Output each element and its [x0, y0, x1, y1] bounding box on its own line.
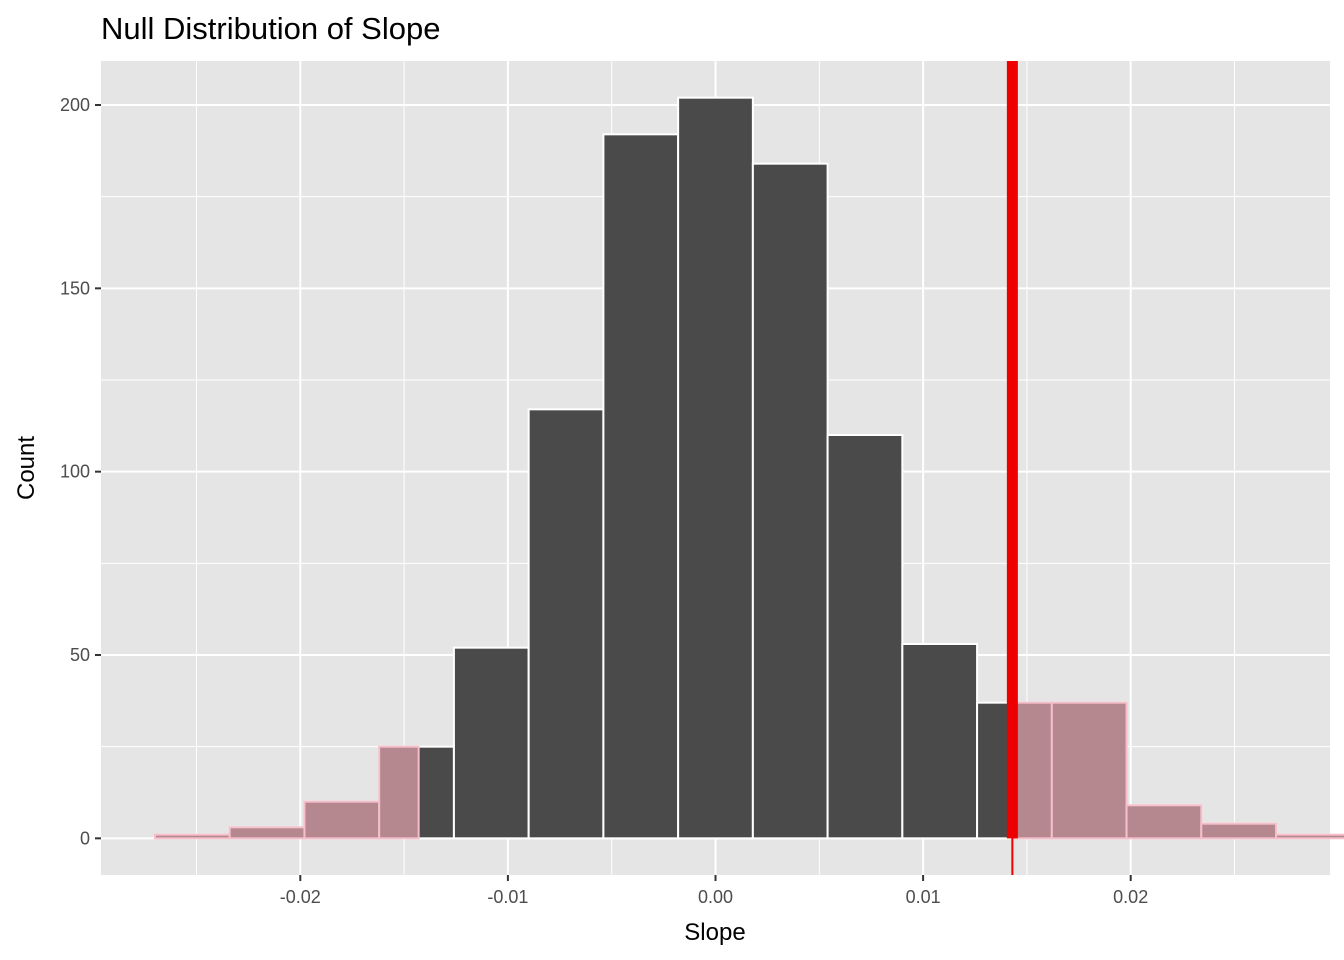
y-tick-label: 150 — [60, 278, 90, 298]
y-axis-label: Count — [13, 436, 40, 500]
histogram-bar — [452, 646, 530, 840]
histogram-bar — [901, 643, 979, 840]
y-tick-label: 0 — [80, 828, 90, 848]
x-tick-label: -0.01 — [487, 887, 528, 907]
histogram-bar — [677, 96, 754, 840]
x-tick-label: 0.01 — [906, 887, 941, 907]
y-tick-label: 100 — [60, 462, 90, 482]
shaded-bar — [1275, 833, 1344, 840]
y-tick-label: 50 — [70, 645, 90, 665]
x-tick-label: 0.02 — [1113, 887, 1148, 907]
chart-title: Null Distribution of Slope — [101, 11, 440, 46]
shaded-bar — [1011, 701, 1053, 840]
x-tick-label: -0.02 — [280, 887, 321, 907]
y-axis-ticks: 0 50 100 150 200 — [60, 95, 101, 848]
shaded-bar — [1050, 701, 1128, 840]
shaded-bar — [228, 826, 306, 840]
x-axis-label: Slope — [684, 919, 745, 946]
shaded-bar — [303, 800, 381, 840]
shaded-bar — [378, 745, 420, 840]
shaded-bar — [1200, 822, 1278, 840]
x-tick-label: 0.00 — [698, 887, 733, 907]
x-axis-ticks: -0.02 -0.01 0.00 0.01 0.02 — [280, 875, 1148, 907]
histogram-bar — [751, 162, 829, 840]
y-tick-label: 200 — [60, 95, 90, 115]
histogram-bar — [602, 133, 680, 840]
histogram-bar — [826, 434, 904, 840]
shaded-tail-region — [153, 701, 1344, 840]
histogram-bar — [527, 408, 605, 840]
shaded-bar — [153, 833, 231, 840]
shaded-bar — [1125, 804, 1203, 840]
